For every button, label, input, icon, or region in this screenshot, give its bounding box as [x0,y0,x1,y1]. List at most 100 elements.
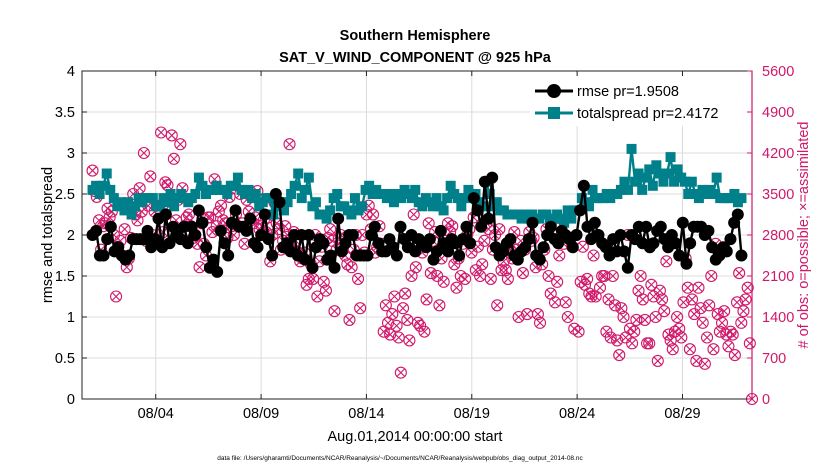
obs-assimilated-point [345,315,354,325]
obs-assimilated-point [135,183,145,193]
obs-possible-point [726,328,739,341]
right-tick-label: 4200 [762,146,794,162]
obs-assimilated-point [608,271,618,281]
obs-possible-point [696,316,709,329]
obs-assimilated-point [175,139,185,149]
obs-possible-point [437,275,450,288]
obs-assimilated-point [167,131,177,140]
obs-assimilated-point [574,327,583,337]
obs-assimilated-point [651,312,661,322]
rmse-point [159,208,172,221]
obs-assimilated-point [394,333,404,342]
rmse-point [460,220,473,233]
obs-possible-point [551,275,564,288]
obs-possible-point [737,305,750,318]
rmse-point [442,245,455,258]
obs-possible-point [593,281,607,294]
obs-possible-point [165,129,178,142]
obs-assimilated-point [420,327,429,337]
obs-assimilated-point [501,265,511,275]
obs-assimilated-point [578,242,588,252]
obs-assimilated-point [362,210,371,219]
left-tick-label: 2 [67,228,75,244]
x-axis-ticks: 08/04 08/09 08/14 08/19 08/24 08/29 [138,71,701,422]
obs-possible-point [613,349,626,362]
rmse-point [390,249,403,262]
rmse-point [189,229,202,241]
obs-possible-point [660,255,673,268]
obs-possible-point [728,349,741,362]
rmse-point [552,237,565,250]
obs-possible-point [615,302,628,315]
totalspread-point [98,180,109,191]
rmse-point [544,220,557,233]
x-tick-label: 08/09 [243,406,279,422]
right-tick-label: 2800 [762,228,794,244]
obs-possible-point [390,319,403,332]
left-axis-ticks: 0 0.5 1 1.5 2 2.5 3 3.5 4 [55,64,87,408]
rmse-point [368,220,381,233]
obs-assimilated-point [400,289,410,298]
totalspread-point [385,189,396,199]
obs-possible-point [403,334,416,347]
obs-assimilated-point [730,350,740,360]
obs-assimilated-point [330,306,339,316]
totalspread-point [396,193,407,204]
obs-assimilated-point [533,309,543,319]
obs-assimilated-point [741,295,750,304]
rmse-point [702,224,715,237]
rmse-point [680,257,693,270]
totalspread-point [243,184,254,195]
obs-possible-point [182,208,195,221]
obs-assimilated-point [503,274,513,284]
rmse-point [735,249,748,262]
obs-assimilated-point [602,327,611,337]
obs-assimilated-point [522,309,532,319]
totalspread-point [566,213,577,224]
obs-assimilated-point [396,368,406,378]
obs-possible-point [658,305,671,318]
left-axis-label: rmse and totalspread [40,167,56,303]
obs-possible-point [366,208,380,221]
data-file-footnote: data file: /Users/gharamti/Documents/NCA… [217,455,583,462]
obs-assimilated-point [195,262,204,272]
totalspread-point [651,160,662,171]
left-tick-label: 0 [67,392,75,408]
obs-assimilated-point [193,239,202,249]
obs-assimilated-point [169,154,179,164]
rmse-point [141,224,154,237]
obs-assimilated-point [492,300,502,310]
totalspread-point [679,176,690,187]
obs-assimilated-point [709,344,718,354]
totalspread-point [633,168,644,179]
totalspread-point [693,193,704,204]
totalspread-point [91,180,102,191]
obs-assimilated-point [452,283,461,293]
obs-possible-point [351,272,365,285]
chart-title: Southern Hemisphere [340,28,491,44]
totalspread-point [644,164,655,175]
obs-assimilated-point [640,315,650,325]
obs-possible-point [685,293,699,306]
left-tick-label: 0.5 [55,351,75,367]
obs-possible-point [653,284,666,297]
rmse-point [731,208,744,221]
totalspread-point [115,197,126,208]
rmse-point [104,220,117,233]
obs-possible-point [167,152,180,165]
x-tick-label: 08/29 [664,406,700,422]
obs-possible-point [572,325,585,338]
obs-assimilated-point [402,315,412,325]
obs-assimilated-point [617,303,626,313]
obs-assimilated-point [676,333,686,342]
rmse-point [258,208,271,221]
totalspread-point [303,172,314,183]
obs-possible-point [649,310,662,324]
obs-possible-point [317,275,330,288]
obs-assimilated-point [561,297,571,307]
rmse-point [148,233,161,246]
totalspread-point [279,205,290,216]
obs-assimilated-point [734,268,744,278]
rmse-point [123,249,136,262]
